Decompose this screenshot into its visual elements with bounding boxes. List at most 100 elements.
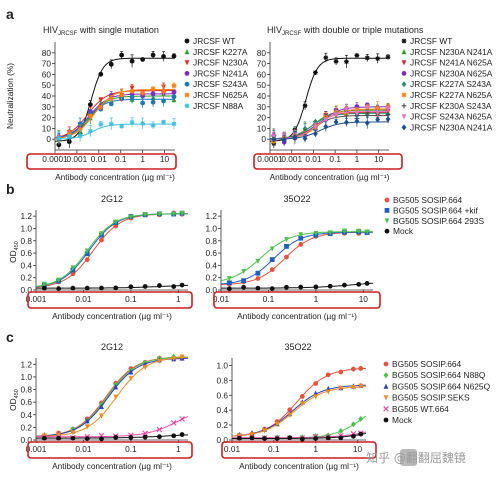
data-point	[351, 366, 356, 372]
chart-title: HIVJRCSF with single mutation	[43, 25, 159, 37]
data-point	[269, 257, 275, 263]
series-line	[54, 90, 175, 139]
chart-title-rest: with single mutation	[77, 25, 159, 35]
data-point	[323, 123, 329, 130]
data-point	[299, 393, 305, 399]
legend-marker	[401, 49, 407, 55]
data-point	[313, 124, 318, 130]
x-tick-label: 0.01	[75, 444, 92, 454]
y-axis-label-main: OD	[8, 250, 18, 262]
x-tick-label: 0.1	[125, 444, 137, 454]
x-tick-label: 0.01	[305, 154, 322, 164]
data-point	[269, 267, 275, 273]
legend-marker	[184, 38, 190, 44]
legend-marker	[401, 114, 407, 120]
data-point	[325, 389, 331, 395]
data-point	[157, 358, 162, 364]
data-point	[108, 61, 114, 67]
y-tick-label: 0	[46, 134, 51, 144]
data-point	[226, 286, 232, 292]
data-point	[161, 88, 166, 94]
data-point	[70, 435, 76, 441]
data-point	[56, 142, 62, 148]
data-point	[354, 118, 360, 125]
data-point	[150, 86, 156, 92]
data-point	[66, 139, 72, 145]
y-tick-label: 1.0	[205, 223, 217, 233]
legend-marker	[401, 60, 407, 66]
xtick-highlight-box	[26, 153, 177, 170]
y-tick-label: 0.8	[205, 236, 217, 246]
series-line	[54, 98, 175, 139]
data-point	[70, 271, 76, 277]
data-point	[170, 420, 177, 426]
data-point	[226, 276, 232, 282]
series-line	[54, 89, 175, 139]
y-axis-label-sub: 450	[14, 241, 20, 250]
x-tick-label: 0.001	[67, 154, 88, 164]
data-point	[129, 88, 135, 94]
data-point	[249, 432, 255, 438]
series-line	[36, 284, 189, 289]
data-point	[313, 130, 318, 137]
y-tick-label: 1.0	[20, 223, 32, 233]
legend-entry: JRCSF K227A S243A	[410, 79, 492, 89]
data-point	[385, 106, 391, 112]
y-tick-label: 50	[42, 80, 52, 90]
legend-marker	[401, 38, 407, 44]
x-tick-label: 0.01	[75, 294, 92, 304]
data-point	[142, 434, 148, 440]
series-2	[35, 355, 189, 438]
data-point	[302, 135, 308, 142]
series-2	[220, 228, 373, 282]
data-point	[41, 285, 47, 291]
data-point	[157, 211, 162, 217]
data-point	[129, 94, 135, 100]
legend-marker	[401, 81, 407, 88]
y-axis-label-main: OD	[8, 398, 18, 410]
legend-entry: Mock	[393, 226, 414, 236]
legend-entry: BG505 SOSIP.664 293S	[393, 216, 485, 226]
series-6	[54, 117, 177, 145]
x-tick-label: 0.0001	[257, 154, 283, 164]
series-line	[35, 213, 188, 287]
y-tick-label: 0.4	[20, 410, 32, 420]
y-tick-label: 60	[42, 69, 52, 79]
legend-entry: BG505 SOSIP.664	[393, 195, 463, 205]
series-line	[36, 356, 188, 437]
data-point	[70, 265, 76, 271]
data-point	[241, 278, 247, 284]
data-point	[299, 401, 305, 407]
chart-b-right: 0.0 0.2 0.4 0.6 0.8 1.0 1.2 0.01 0.1 1 10 35O22 Anti…	[205, 194, 484, 321]
y-tick-label: 60	[257, 69, 267, 79]
data-point	[358, 383, 364, 389]
data-point	[66, 134, 72, 139]
x-tick-label: 0.1	[263, 294, 275, 304]
chart-c-left: 0.00.20.40.60.81.01.20.001 0.01 0.1 12G12OD…	[8, 342, 491, 471]
y-tick-label: 0.2	[20, 273, 32, 283]
data-point	[292, 133, 298, 140]
legend-marker	[401, 92, 407, 98]
data-point	[113, 394, 119, 400]
x-axis-label: Antibody concentration (µg ml⁻¹)	[52, 461, 172, 471]
data-point	[171, 433, 177, 439]
series-0	[220, 229, 374, 287]
x-tick-label: 0.01	[91, 154, 108, 164]
data-point	[364, 55, 370, 61]
series-0	[35, 210, 188, 288]
series-line	[231, 367, 367, 437]
series-line	[220, 231, 373, 285]
legend-marker	[383, 417, 389, 423]
data-point	[56, 277, 62, 283]
y-tick-label: 0.8	[20, 385, 32, 395]
x-axis-label: Antibody concentration (µg ml⁻¹)	[237, 311, 357, 321]
data-point	[171, 356, 177, 362]
data-point	[342, 228, 347, 234]
y-tick-label: 0.8	[216, 375, 228, 385]
y-tick-label: 50	[257, 80, 267, 90]
